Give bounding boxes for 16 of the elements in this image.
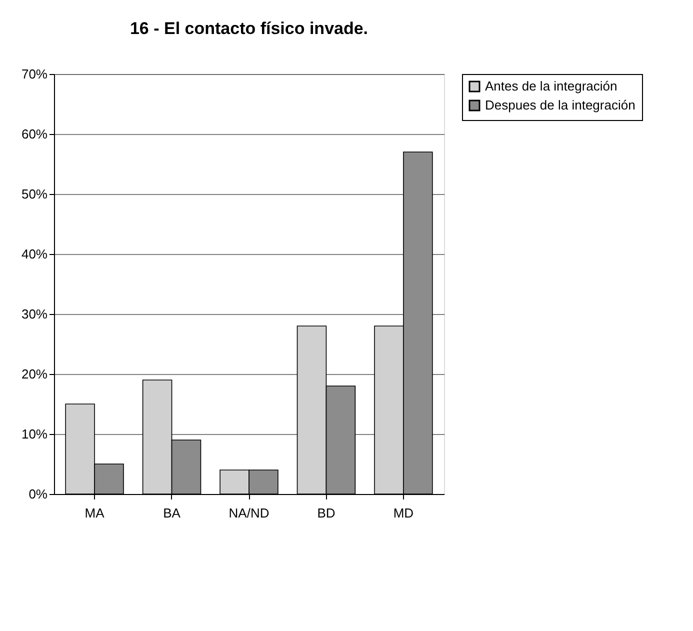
y-tick-label: 70% [21,66,48,82]
y-tick-label: 60% [21,126,48,142]
x-tick-label: BD [317,506,336,520]
y-tick-label: 50% [21,186,48,202]
legend-label: Despues de la integración [485,98,636,112]
y-tick-label: 30% [21,306,48,322]
y-tick-label: 10% [21,426,48,442]
chart-title: 16 - El contacto físico invade. [130,19,368,38]
x-tick-label: MD [393,506,414,520]
y-tick-label: 20% [21,366,48,382]
legend-label: Antes de la integración [485,78,618,94]
x-tick-label: MA [84,506,105,520]
y-tick-label: 40% [21,246,48,262]
x-tick-label: BA [163,506,181,520]
y-tick-label: 0% [28,486,48,502]
x-tick-label: NA/ND [228,506,270,520]
